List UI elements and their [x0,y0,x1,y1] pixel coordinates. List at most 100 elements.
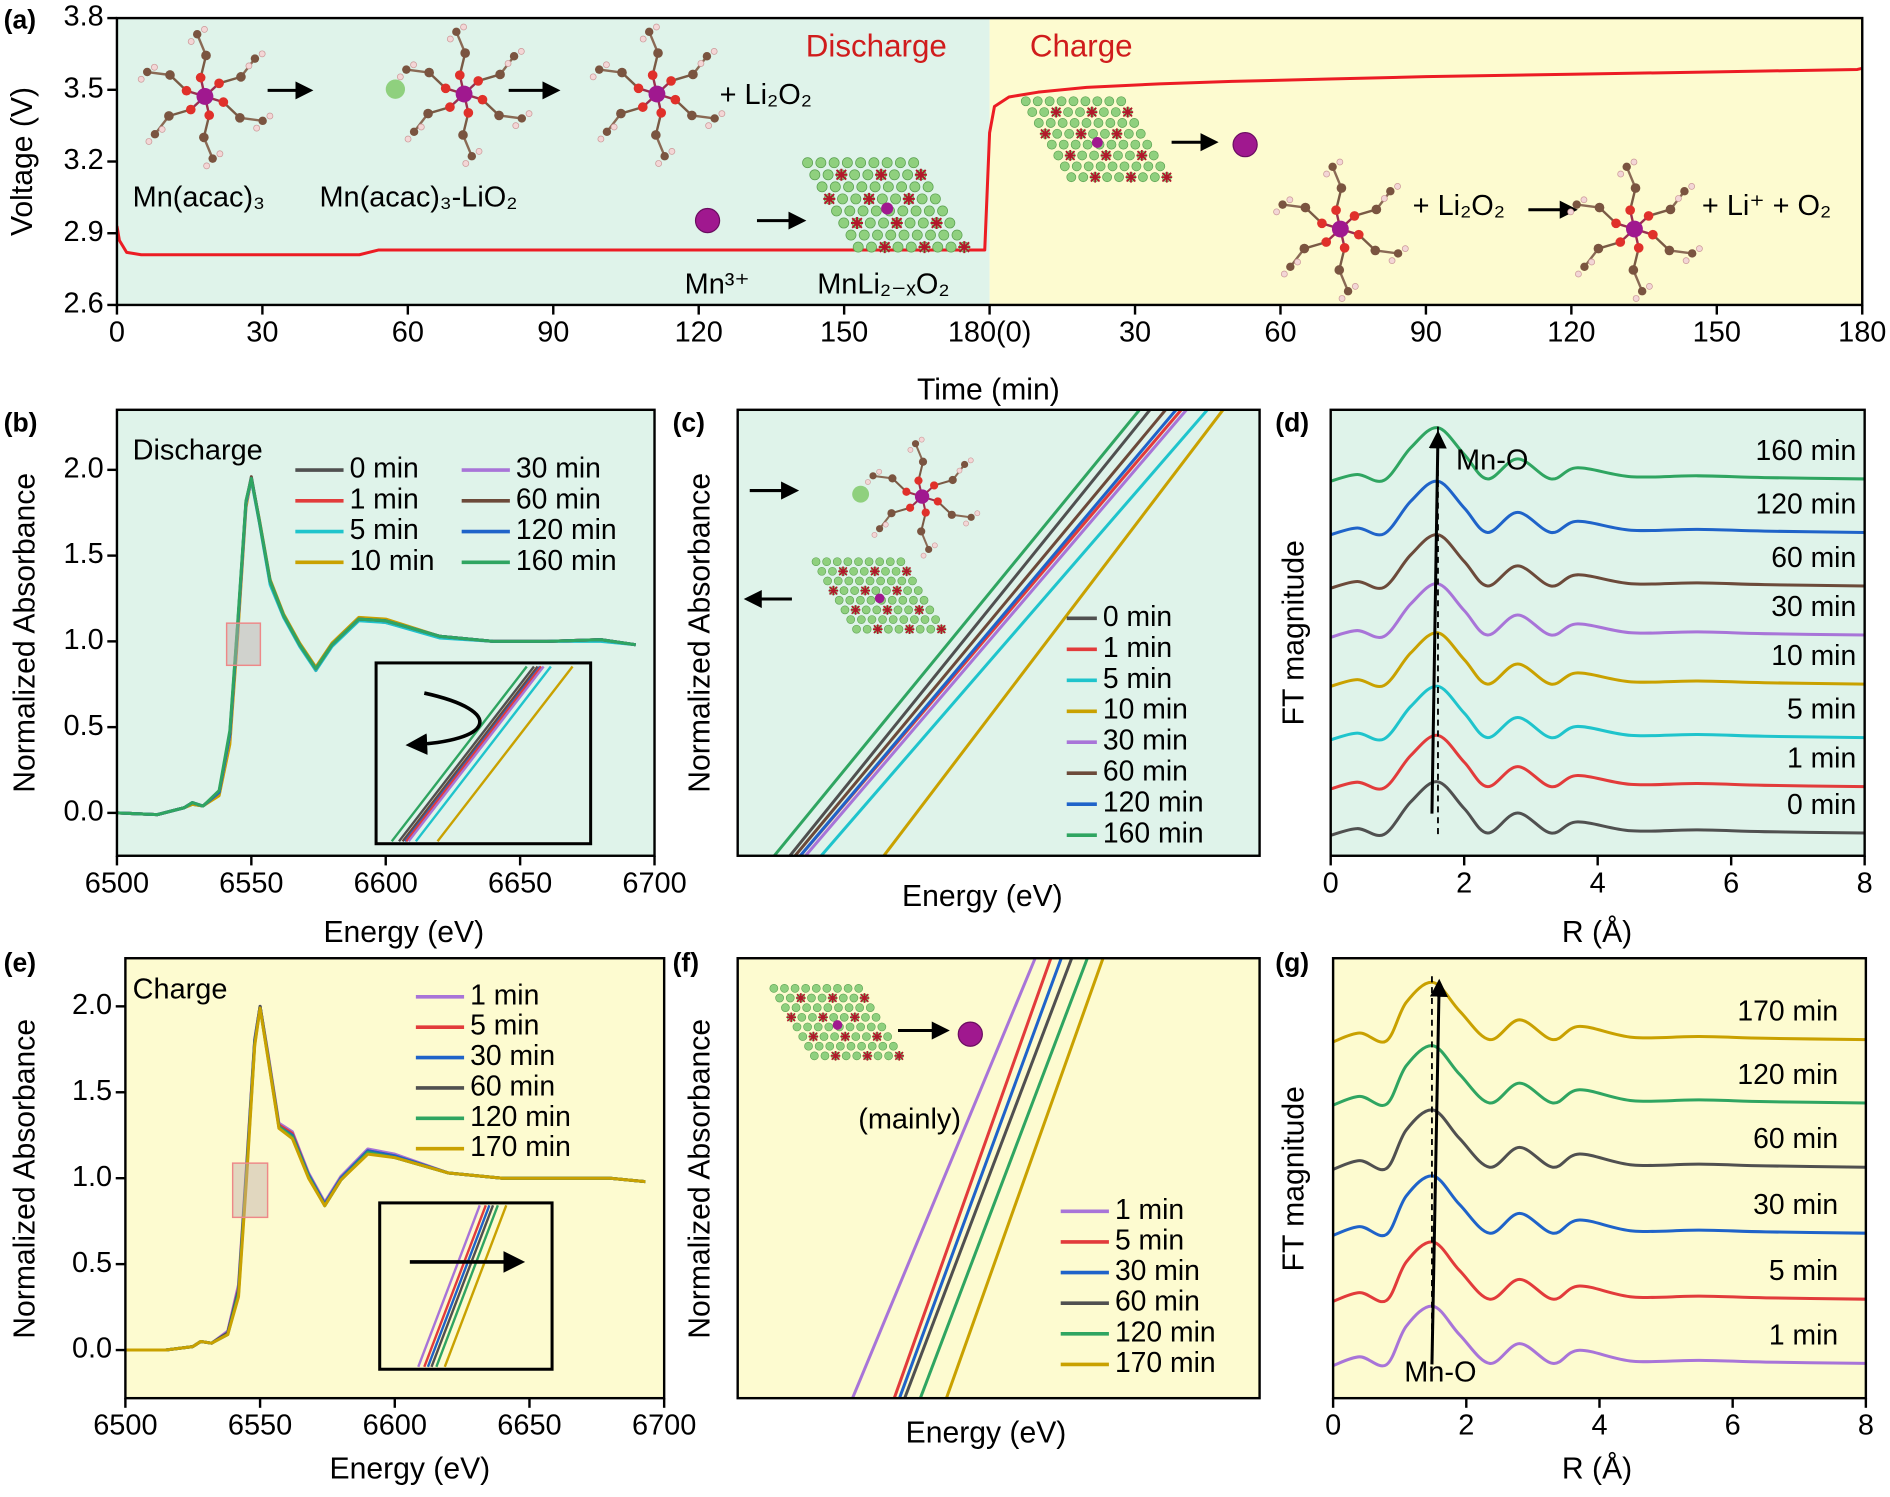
li-atom [944,217,956,229]
o-star [870,566,880,577]
li-atom [840,605,850,615]
o-star [830,1051,841,1061]
legend-label: 160 min [516,545,617,577]
series-line [1330,780,1865,837]
o-star [894,1051,905,1061]
li-atom [1125,150,1135,161]
carbon [494,110,504,121]
li-atom [856,181,868,193]
li-atom [1104,96,1115,107]
series-line [945,958,1105,1399]
li-atom [882,181,894,193]
o-star [890,216,903,230]
li-atom [1093,118,1104,128]
inset-line [390,665,528,843]
li-atom [1083,161,1094,172]
li-atom [804,1041,813,1051]
oxygen [454,70,465,81]
series-line [1330,533,1865,590]
series-line [1333,1240,1866,1304]
oxygen [1321,237,1332,247]
legend-label: 160 min [1103,818,1204,850]
carbon [1622,162,1631,172]
x-tick-label: 6600 [354,867,418,899]
o-star [902,192,915,205]
x-tick-label: 180(0) [948,317,1032,349]
hydrogen [907,446,914,453]
o-star [827,993,838,1003]
li-atom [844,1003,854,1012]
legend-label: 30 min [516,453,601,485]
hydrogen [1567,208,1575,216]
li-atom [871,586,881,595]
panel-label: (b) [4,407,38,437]
carbon [688,69,698,80]
li-atom [850,586,859,595]
li-atom [888,169,900,181]
o-star [1064,150,1076,161]
series-line [898,958,1063,1399]
li-atom [1075,107,1085,117]
series-group [116,475,636,817]
y-tick-label: 2.9 [64,216,104,248]
molecule [589,23,726,167]
li-atom [881,566,890,576]
carbon [409,127,419,137]
hydrogen [589,73,597,81]
x-tick-label: 90 [1410,317,1442,349]
oxygen [1611,218,1621,229]
inset-line [430,1204,495,1368]
li-atom [881,157,893,169]
li-atom [905,241,917,253]
series-label: 1 min [1787,743,1856,775]
hydrogen [655,160,663,167]
carbon [925,545,933,554]
li-atom [929,193,941,205]
carbon [961,460,969,469]
li-atom [945,241,957,253]
y-tick-label: 3.5 [64,72,104,104]
series-line [882,409,1225,856]
oxygen [633,83,644,94]
annotation: Mn-O [1456,444,1528,476]
hydrogen [1617,170,1625,178]
li-atom [845,229,857,241]
x-tick-label: 6600 [363,1410,427,1442]
o-star [808,1031,819,1042]
carbon [236,72,246,82]
x-tick-label: 4 [1591,1410,1607,1442]
plot-background [737,409,1260,856]
inset-line [405,665,543,843]
x-axis-title: Energy (eV) [329,1452,490,1485]
li-atom [1117,118,1128,128]
series-label: 160 min [1755,435,1856,467]
li-atom [1135,128,1146,139]
legend-label: 10 min [350,545,435,577]
o-star [838,566,848,577]
li-atom [817,566,827,576]
series-group [773,409,1225,856]
li-atom [839,586,849,595]
series-group [851,958,1105,1399]
hydrogen [697,60,705,67]
li-atom [898,229,910,241]
carbon [876,525,884,533]
li-atom [931,615,940,624]
carbon [208,154,217,163]
carbon [201,50,211,61]
oxygen [214,78,224,89]
o-star [930,216,943,230]
x-axis-title: Energy (eV) [906,1416,1067,1449]
x-tick-label: 6500 [93,1410,157,1442]
li-atom [780,984,789,993]
series-line [773,409,1141,856]
series-line [788,409,1152,856]
carbon [918,457,928,466]
o-star [850,216,864,230]
series-line [804,409,1188,856]
annotation: Discharge [133,435,263,467]
li-atom [861,605,871,615]
li-atom [1116,96,1127,107]
carbon [888,474,897,483]
